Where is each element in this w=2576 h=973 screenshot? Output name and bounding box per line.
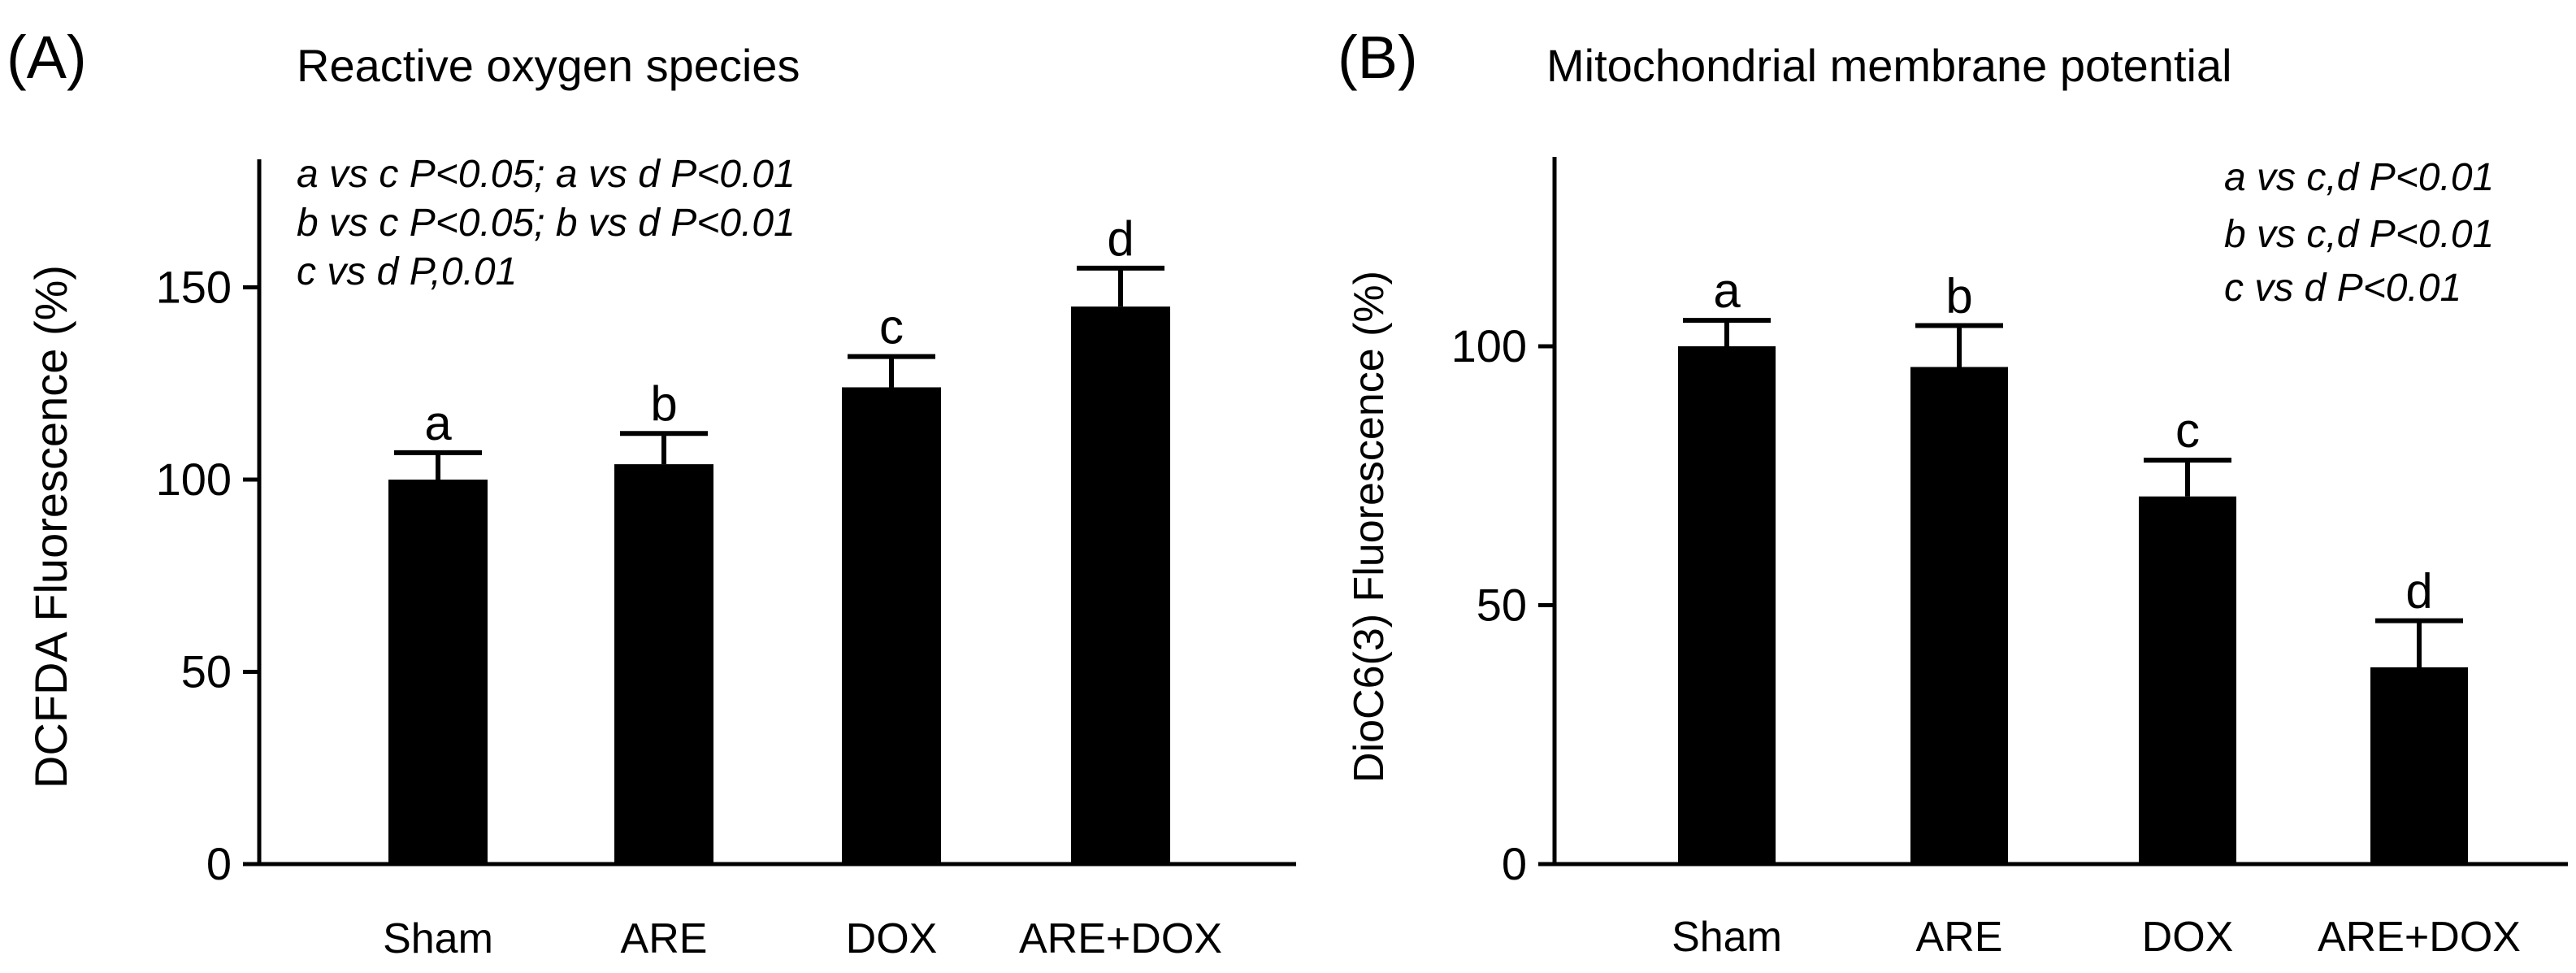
panel-b-y-ticks: 0 50 100 (1451, 320, 1555, 889)
panel-b-group-label: b (1945, 269, 1972, 324)
panel-b-annotation-3: c vs d P<0.01 (2224, 267, 2461, 310)
panel-b-bar (1678, 346, 1776, 864)
panel-a-category-label: ARE+DOX (1019, 915, 1222, 962)
panel-a-bar (1071, 306, 1170, 864)
panel-a-y-tick-label: 100 (156, 454, 232, 505)
panel-b-y-tick-label: 100 (1451, 320, 1527, 371)
panel-b-group-label: d (2405, 564, 2432, 619)
panel-a-y-tick-label: 0 (206, 838, 232, 889)
panel-b-label: (B) (1338, 24, 1418, 91)
panel-a-y-ticks: 0 50 100 150 (156, 262, 259, 889)
panel-a-bar (388, 480, 488, 864)
panel-a-group-label: a (424, 396, 452, 450)
panel-a-title: Reactive oxygen species (297, 40, 800, 91)
panel-a-bar (614, 464, 713, 864)
panel-a-annotation-1: a vs c P<0.05; a vs d P<0.01 (297, 153, 796, 196)
panel-a-annotation-2: b vs c P<0.05; b vs d P<0.01 (297, 202, 796, 245)
panel-b-category-label: ARE (1916, 914, 2003, 961)
panel-b-bar (2370, 667, 2468, 864)
panel-a-bar (842, 387, 941, 865)
panel-b-bars: a Sham b ARE c DOX d ARE+DOX (1672, 263, 2521, 961)
panel-b-annotation-1: a vs c,d P<0.01 (2224, 156, 2494, 199)
panel-b-group-label: c (2175, 403, 2200, 458)
panel-a-group-label: d (1107, 211, 1134, 266)
panel-b-category-label: Sham (1672, 914, 1782, 961)
panel-a-group-label: c (879, 300, 904, 354)
panel-b-y-tick-label: 50 (1477, 580, 1527, 631)
panel-b-y-tick-label: 0 (1502, 838, 1527, 889)
panel-a-y-axis-label: DCFDA Fluorescence (%) (25, 265, 76, 788)
panel-a-label: (A) (7, 24, 87, 91)
panel-a-bars: a Sham b ARE c DOX d ARE+DOX (383, 211, 1222, 962)
panel-a: (A) Reactive oxygen species a vs c P<0.0… (7, 24, 1296, 962)
panel-b-group-label: a (1713, 263, 1741, 318)
panel-b: (B) Mitochondrial membrane potential a v… (1338, 24, 2568, 961)
panel-a-group-label: b (650, 376, 677, 431)
panel-a-category-label: DOX (846, 915, 938, 962)
panel-a-annotation-3: c vs d P,0.01 (297, 250, 517, 293)
panel-a-category-label: Sham (383, 915, 493, 962)
panel-b-bar (1910, 367, 2008, 865)
panel-a-y-tick-label: 50 (181, 646, 232, 697)
panel-a-y-tick-label: 150 (156, 262, 232, 313)
panel-b-bar (2139, 496, 2236, 864)
panel-b-annotation-2: b vs c,d P<0.01 (2224, 213, 2494, 256)
panel-b-category-label: DOX (2142, 914, 2234, 961)
panel-a-category-label: ARE (621, 915, 708, 962)
panel-b-category-label: ARE+DOX (2318, 914, 2521, 961)
panel-b-title: Mitochondrial membrane potential (1546, 40, 2232, 91)
panel-b-y-axis-label: DioC6(3) Fluorescence (%) (1346, 271, 1393, 783)
